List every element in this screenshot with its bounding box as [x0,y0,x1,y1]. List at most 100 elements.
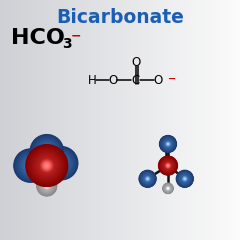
Circle shape [30,134,64,168]
Circle shape [163,139,173,149]
Bar [90,0,92,240]
Circle shape [50,152,72,174]
Circle shape [29,164,32,167]
Circle shape [163,184,173,193]
Circle shape [35,139,59,163]
Bar [35,0,36,240]
Bar [62,0,64,240]
Circle shape [32,136,62,166]
Circle shape [167,143,169,145]
Circle shape [182,176,187,181]
Bar [38,0,40,240]
Circle shape [38,177,55,195]
Bar [185,0,186,240]
Circle shape [183,177,186,180]
Bar [64,0,65,240]
Bar [52,0,53,240]
Circle shape [38,142,56,160]
Circle shape [166,187,170,190]
Bar [42,0,44,240]
Circle shape [164,184,172,192]
Circle shape [164,185,172,192]
Bar [37,0,39,240]
Circle shape [39,179,54,193]
Circle shape [144,175,152,183]
Circle shape [163,139,173,149]
Circle shape [37,176,57,196]
Circle shape [46,185,48,187]
Bar [228,0,230,240]
Bar [46,0,47,240]
Circle shape [179,173,191,185]
Bar [47,0,48,240]
Circle shape [32,150,62,181]
Circle shape [31,135,63,167]
Circle shape [167,164,169,167]
Bar [98,0,100,240]
Circle shape [167,165,169,167]
Circle shape [139,171,156,187]
Circle shape [159,157,177,174]
Circle shape [184,178,186,180]
Bar [104,0,106,240]
Circle shape [13,148,48,183]
Circle shape [21,156,40,175]
Circle shape [52,154,70,172]
Circle shape [27,146,66,185]
Bar [84,0,86,240]
Circle shape [144,176,151,182]
Circle shape [43,147,51,155]
Circle shape [36,175,57,197]
Circle shape [37,142,56,161]
Circle shape [35,139,59,163]
Circle shape [40,180,54,193]
Bar [203,0,204,240]
Circle shape [15,150,46,181]
Text: C: C [132,74,140,87]
Bar [100,0,101,240]
Circle shape [39,157,55,174]
Bar [1,0,3,240]
Bar [22,0,23,240]
Circle shape [30,165,31,167]
Circle shape [14,149,47,182]
Bar [110,0,112,240]
Bar [164,0,166,240]
Bar [229,0,231,240]
Circle shape [167,187,169,189]
Circle shape [184,178,186,180]
Circle shape [176,170,193,187]
Bar [32,0,34,240]
Bar [127,0,129,240]
Bar [92,0,94,240]
Circle shape [36,155,57,176]
Circle shape [177,171,192,186]
Bar [238,0,239,240]
Circle shape [45,163,49,168]
Bar [168,0,170,240]
Circle shape [146,177,149,180]
Circle shape [160,136,176,152]
Circle shape [33,137,61,165]
Circle shape [49,151,73,175]
Bar [86,0,88,240]
Circle shape [163,161,173,171]
Bar [124,0,125,240]
Circle shape [39,143,55,159]
Bar [26,0,28,240]
Bar [58,0,59,240]
Bar [175,0,177,240]
Circle shape [23,158,38,173]
Circle shape [165,141,171,147]
Bar [5,0,6,240]
Bar [128,0,130,240]
Circle shape [39,158,54,173]
Bar [8,0,10,240]
Circle shape [165,186,171,191]
Circle shape [39,178,54,194]
Circle shape [147,178,148,179]
Circle shape [41,146,52,157]
Bar [162,0,164,240]
Circle shape [140,171,155,186]
Circle shape [24,160,36,172]
